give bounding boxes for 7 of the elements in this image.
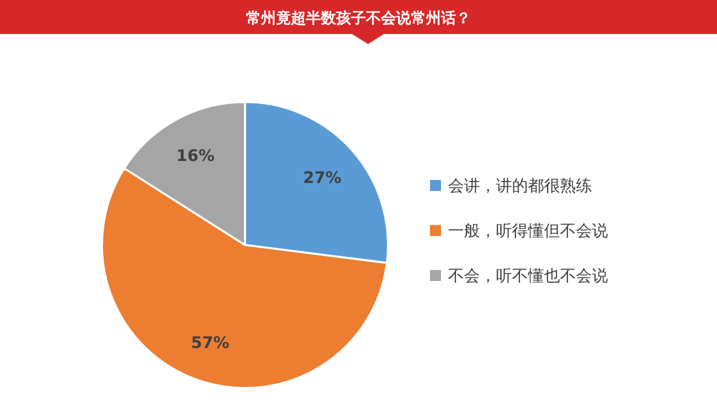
data-label: 57% [190, 332, 230, 352]
legend-label: 一般，听得懂但不会说 [448, 221, 608, 240]
chart-title: 常州竟超半数孩子不会说常州话？ [246, 9, 471, 27]
legend-label: 不会，听不懂也不会说 [448, 266, 608, 285]
legend-label: 会讲，讲的都很熟练 [448, 176, 592, 195]
data-label: 16% [176, 146, 215, 165]
data-label: 27% [303, 168, 342, 187]
